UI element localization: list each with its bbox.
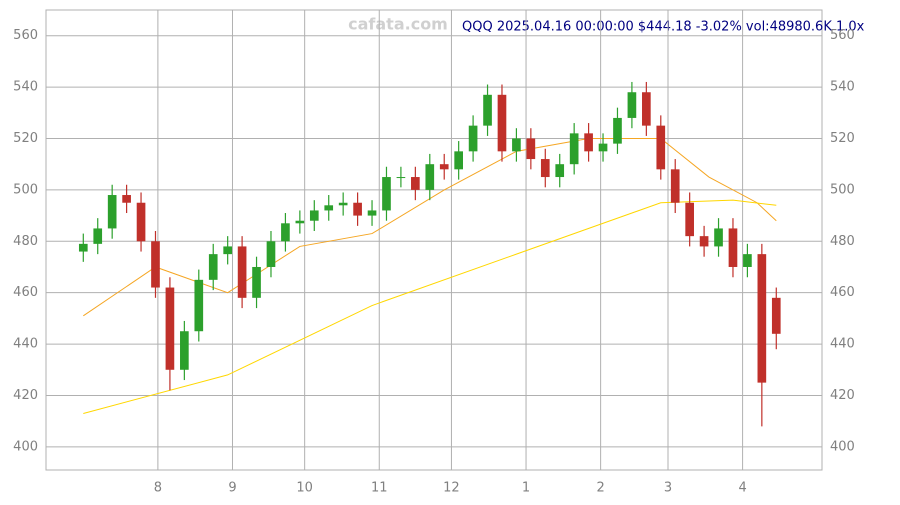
candle-body	[771, 297, 781, 334]
x-tick-label: 1	[522, 481, 530, 496]
candle-body	[252, 266, 261, 298]
moving-average	[83, 199, 777, 414]
candle-body	[540, 159, 550, 178]
candle-body	[194, 279, 204, 332]
candle-body	[483, 94, 492, 126]
y-tick-label-right: 500	[830, 182, 855, 197]
candle-body	[743, 254, 752, 267]
y-tick-label: 560	[13, 28, 38, 43]
x-tick-label: 2	[596, 481, 604, 496]
candle-body	[699, 236, 709, 247]
candle-body	[598, 143, 608, 152]
x-tick-label: 12	[443, 481, 460, 496]
candle-body	[685, 202, 694, 237]
candle-body	[295, 220, 305, 224]
y-tick-label-right: 420	[830, 388, 855, 403]
candle-body	[555, 164, 565, 178]
x-tick-label: 4	[738, 481, 746, 496]
x-tick-label: 11	[371, 481, 388, 496]
y-tick-label: 440	[13, 337, 38, 352]
y-tick-label: 460	[13, 285, 38, 300]
moving-average	[83, 137, 777, 317]
candle-body	[180, 331, 189, 370]
candle-body	[353, 202, 362, 216]
y-tick-label: 400	[13, 439, 38, 454]
candle-body	[468, 125, 478, 152]
candle-body	[107, 195, 117, 229]
candle-body	[627, 92, 637, 118]
candle-body	[439, 164, 449, 170]
candle-body	[151, 241, 160, 288]
watermark: cafata.com	[348, 15, 448, 34]
y-tick-label: 540	[13, 80, 38, 95]
chart-title: QQQ 2025.04.16 00:00:00 $444.18 -3.02% v…	[462, 20, 865, 35]
x-tick-label: 3	[664, 481, 672, 496]
candle-body	[309, 210, 319, 221]
candle-body	[670, 169, 680, 203]
candle-body	[237, 246, 247, 298]
candle-body	[757, 254, 767, 383]
candle-body	[642, 92, 651, 126]
y-tick-label-right: 540	[830, 80, 855, 95]
x-tick-label: 10	[296, 481, 313, 496]
candle-body	[425, 164, 435, 190]
y-tick-label-right: 440	[830, 337, 855, 352]
candle-body	[396, 177, 406, 179]
y-tick-label-right: 480	[830, 234, 855, 249]
x-tick-label: 8	[154, 481, 162, 496]
candle-body	[411, 177, 420, 190]
candle-body	[656, 125, 666, 170]
candle-body	[613, 117, 622, 144]
candle-body	[512, 138, 521, 152]
candle-body	[497, 94, 507, 152]
plot-frame	[45, 9, 823, 471]
candle-body	[714, 228, 723, 247]
candle-body	[93, 228, 103, 244]
candle-body	[165, 287, 175, 370]
candle-body	[208, 254, 218, 280]
candle-body	[136, 202, 146, 242]
candle-body	[338, 202, 348, 206]
candle-body	[382, 177, 391, 211]
candle-body	[266, 241, 276, 267]
candle-body	[728, 228, 738, 267]
y-tick-label-right: 560	[830, 28, 855, 43]
candle-body	[454, 151, 463, 170]
y-tick-label: 520	[13, 131, 38, 146]
candle-body	[223, 246, 232, 255]
y-tick-label: 480	[13, 234, 38, 249]
candle-body	[122, 195, 131, 203]
x-tick-label: 9	[228, 481, 236, 496]
candle-body	[78, 243, 88, 252]
y-tick-label-right: 460	[830, 285, 855, 300]
candle-body	[584, 133, 593, 152]
candle-body	[324, 205, 334, 211]
candle-body	[569, 133, 579, 165]
y-tick-label: 420	[13, 388, 38, 403]
candle-body	[281, 223, 290, 242]
y-tick-label-right: 400	[830, 439, 855, 454]
candle-body	[526, 138, 536, 160]
candle-body	[367, 210, 377, 216]
y-tick-label-right: 520	[830, 131, 855, 146]
y-tick-label: 500	[13, 182, 38, 197]
